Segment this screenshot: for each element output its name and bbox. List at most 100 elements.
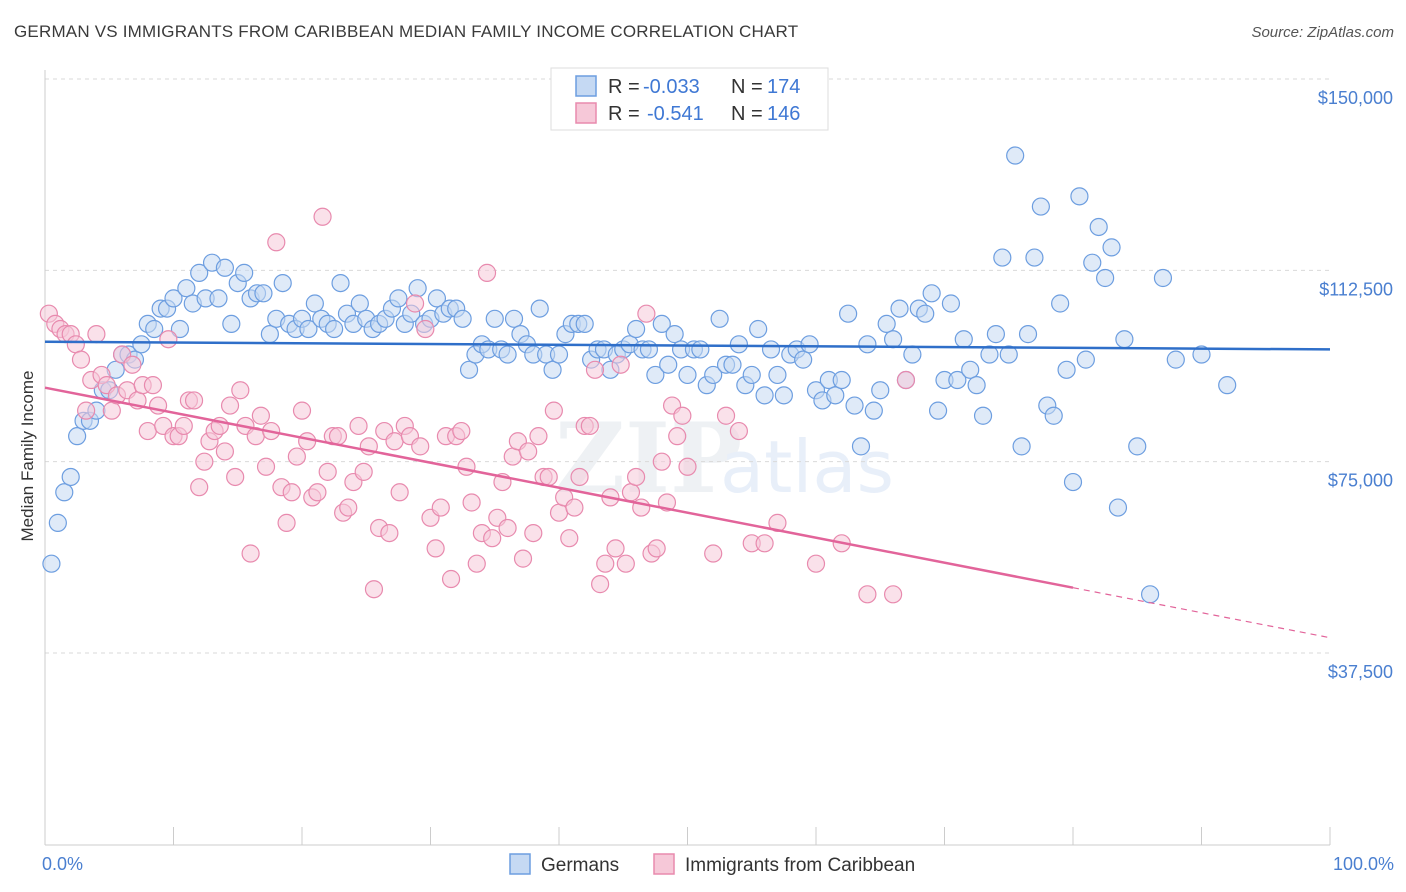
caribbean-point-20: [143, 376, 163, 395]
caribbean-point-135: [896, 370, 916, 390]
caribbean-point-12: [102, 401, 121, 420]
caribbean-point-90: [503, 447, 522, 466]
german-point-2: [55, 483, 74, 502]
german-point-140: [941, 294, 961, 313]
caribbean-point-29: [190, 478, 209, 497]
german-point-20: [170, 319, 190, 339]
caribbean-point-78: [441, 569, 461, 589]
legend-r-value-1: -0.541: [647, 103, 704, 125]
german-point-91: [626, 319, 646, 339]
caribbean-point-61: [354, 462, 373, 481]
german-point-137: [922, 284, 941, 303]
caribbean-point-85: [477, 263, 497, 282]
german-point-48: [350, 294, 369, 313]
legend-swatch-caribbean: [575, 102, 597, 124]
german-point-114: [774, 386, 793, 405]
caribbean-point-67: [385, 432, 404, 451]
caribbean-point-71: [405, 294, 425, 313]
caribbean-point-6: [71, 350, 91, 369]
bottom-legend-swatch-caribbean: [653, 853, 675, 875]
caribbean-point-112: [616, 554, 635, 573]
caribbean-point-124: [678, 457, 697, 476]
caribbean-point-66: [380, 523, 399, 543]
caribbean-point-81: [457, 457, 476, 476]
caribbean-point-75: [426, 539, 445, 558]
german-point-1: [48, 513, 67, 532]
caribbean-point-131: [806, 554, 826, 573]
caribbean-point-106: [585, 360, 605, 379]
caribbean-point-56: [328, 427, 348, 446]
caribbean-point-35: [220, 396, 240, 415]
caribbean-point-48: [287, 447, 306, 466]
trend-lines: [44, 340, 1331, 639]
german-point-117: [794, 350, 813, 369]
caribbean-point-58: [339, 498, 358, 517]
german-point-125: [845, 396, 864, 415]
german-point-118: [800, 335, 819, 354]
y-tick-label-0: $150,000: [1318, 88, 1393, 108]
german-point-166: [1108, 498, 1128, 517]
y-tick-label-1: $112,500: [1319, 279, 1393, 299]
caribbean-point-26: [174, 416, 193, 436]
caribbean-point-103: [570, 467, 589, 487]
caribbean-point-16: [123, 355, 142, 374]
german-point-3: [61, 467, 80, 487]
german-point-95: [652, 314, 671, 334]
german-point-126: [851, 437, 871, 456]
chart-source: Source: ZipAtlas.com: [1251, 24, 1394, 41]
caribbean-point-134: [883, 585, 903, 604]
caribbean-point-105: [580, 416, 599, 436]
german-point-16: [145, 319, 164, 339]
caribbean-point-60: [349, 416, 368, 436]
german-point-124: [839, 304, 858, 323]
legend-box: [550, 67, 829, 131]
german-point-106: [723, 355, 742, 374]
caribbean-point-41: [251, 406, 270, 425]
german-point-4: [68, 427, 87, 446]
bottom-legend: Germans Immigrants from Caribbean: [509, 853, 915, 876]
german-point-71: [498, 345, 517, 364]
german-point-153: [1025, 248, 1044, 267]
german-point-41: [305, 294, 324, 313]
german-point-151: [1012, 437, 1031, 456]
german-point-141: [948, 370, 967, 390]
caribbean-point-101: [560, 529, 579, 548]
german-point-165: [1102, 238, 1121, 257]
german-point-40: [299, 319, 318, 339]
y-tick-label-3: $37,500: [1328, 662, 1393, 682]
caribbean-point-108: [596, 554, 615, 573]
german-point-21: [177, 279, 196, 298]
german-point-72: [504, 309, 524, 328]
german-point-148: [993, 248, 1012, 267]
caribbean-point-102: [565, 498, 584, 517]
german-point-93: [639, 340, 659, 359]
caribbean-point-95: [529, 427, 548, 446]
german-point-173: [1218, 376, 1237, 395]
series-germans: [42, 146, 1237, 604]
german-point-132: [890, 299, 909, 318]
caribbean-point-47: [282, 483, 301, 502]
caribbean-point-30: [195, 452, 214, 471]
german-point-79: [549, 345, 569, 364]
german-point-28: [222, 314, 241, 334]
german-point-138: [928, 401, 948, 420]
german-point-45: [331, 273, 350, 293]
german-point-0: [42, 554, 61, 573]
legend-r-label-0: R =: [608, 76, 640, 98]
german-point-142: [954, 330, 973, 349]
caribbean-point-110: [606, 539, 625, 558]
caribbean-point-34: [215, 442, 234, 461]
caribbean-point-73: [416, 319, 435, 339]
caribbean-point-7: [77, 401, 96, 420]
caribbean-point-72: [411, 437, 430, 456]
caribbean-point-9: [87, 325, 106, 344]
caribbean-point-114: [626, 467, 646, 487]
legend-r-value-0: -0.033: [643, 76, 700, 98]
caribbean-point-123: [673, 406, 692, 425]
caribbean-point-39: [241, 544, 260, 563]
caribbean-point-42: [256, 457, 276, 476]
caribbean-point-76: [431, 498, 450, 517]
german-point-134: [903, 345, 922, 364]
watermark-atlas: atlas: [720, 425, 894, 509]
german-point-163: [1089, 217, 1108, 237]
